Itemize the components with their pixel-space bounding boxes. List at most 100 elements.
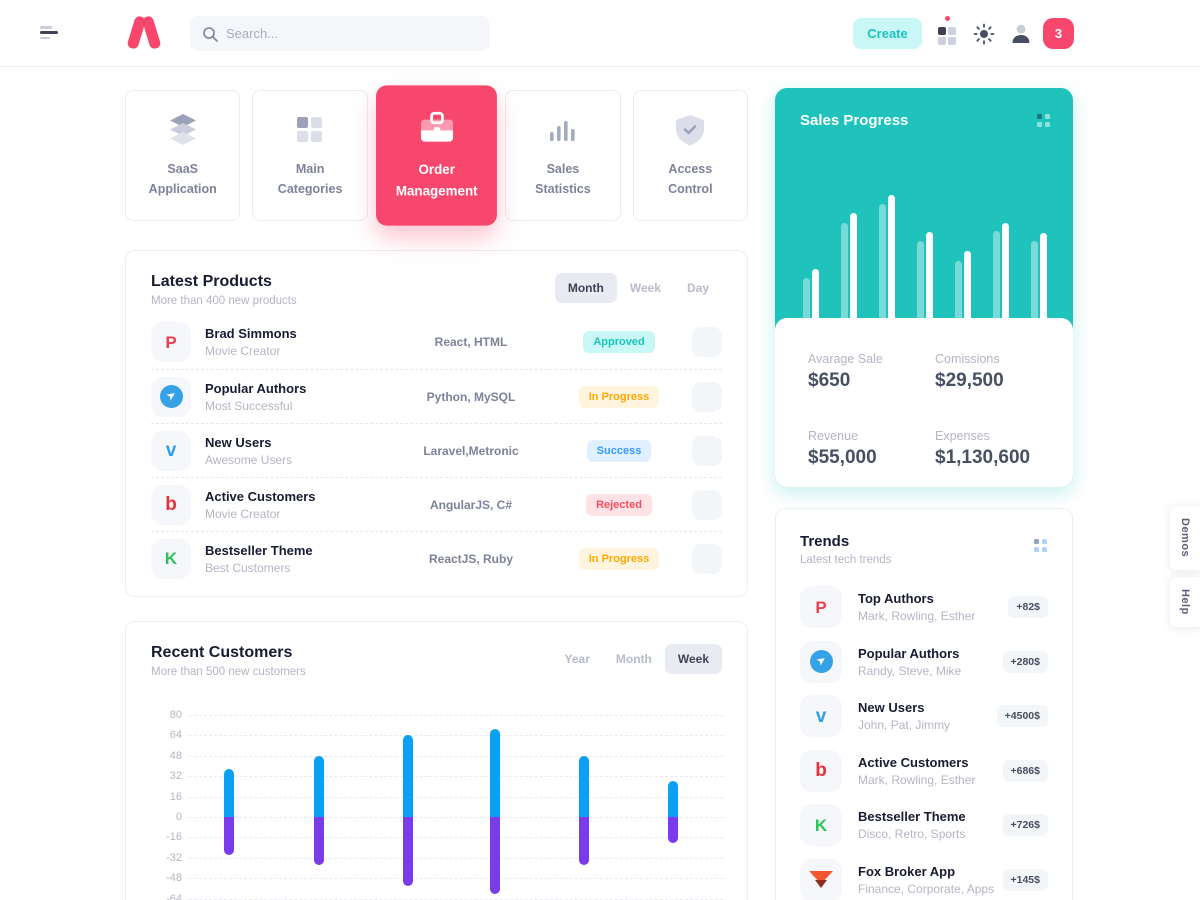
sales-progress-chart — [803, 190, 1047, 318]
card-saas-application[interactable]: SaaS Application — [125, 90, 241, 221]
y-axis-tick: -32 — [166, 851, 182, 864]
search-bar — [190, 16, 490, 51]
row-arrow-button[interactable] — [692, 435, 722, 466]
y-axis-tick: 64 — [169, 729, 182, 742]
trend-amount-badge: +280$ — [1002, 650, 1048, 673]
product-row: K Bestseller Theme Best Customers ReactJ… — [151, 531, 722, 585]
recent-customers-chart: 80 64 48 32 16 0 -16 -32 -48 -64 — [126, 622, 747, 900]
latest-products-card: Latest Products More than 400 new produc… — [125, 250, 748, 597]
dots-menu-icon[interactable] — [1034, 539, 1048, 553]
tab-year[interactable]: Year — [564, 652, 590, 666]
status-badge: In Progress — [578, 547, 660, 570]
sales-progress-card: Sales Progress Avarage Sale $650 Comissi… — [775, 88, 1073, 487]
product-row: v New Users Awesome Users Laravel,Metron… — [151, 423, 722, 477]
kickstarter-icon: K — [164, 549, 178, 568]
grid-square — [938, 27, 946, 35]
fox-icon — [809, 870, 833, 889]
row-arrow-button[interactable] — [692, 543, 722, 574]
row-arrow-button[interactable] — [692, 489, 722, 520]
create-button[interactable]: Create — [853, 18, 922, 49]
brand-tile: P — [800, 586, 842, 629]
brand-tile: K — [151, 538, 191, 579]
trend-item: K Bestseller Theme Disco, Retro, Sports … — [800, 798, 1048, 853]
trend-item: P Top Authors Mark, Rowling, Esther +82$ — [800, 580, 1048, 635]
y-axis-tick: -16 — [166, 831, 182, 844]
telegram-icon: ➤ — [809, 650, 833, 674]
brand-tile: v — [800, 695, 842, 738]
card-main-categories[interactable]: Main Categories — [252, 90, 368, 221]
bar-negative — [579, 817, 589, 866]
product-title: Active Customers — [205, 488, 316, 504]
product-title: New Users — [205, 434, 272, 450]
tab-week[interactable]: Week — [664, 644, 722, 674]
sales-progress-stats: Avarage Sale $650 Comissions $29,500 Rev… — [775, 318, 1073, 487]
help-side-tab[interactable]: Help — [1170, 577, 1200, 627]
stat-average-sale: Avarage Sale $650 — [808, 352, 883, 391]
trend-title: Popular Authors — [858, 645, 960, 661]
demos-side-tab[interactable]: Demos — [1170, 506, 1200, 570]
stat-revenue: Revenue $55,000 — [808, 429, 877, 468]
gridline — [189, 837, 723, 839]
status-badge: In Progress — [578, 385, 660, 408]
product-subtitle: Awesome Users — [205, 452, 293, 467]
bar-negative — [314, 817, 324, 866]
gridline — [189, 715, 723, 716]
card-sales-statistics[interactable]: Sales Statistics — [505, 90, 621, 221]
tab-day[interactable]: Day — [686, 281, 709, 295]
y-axis-tick: 48 — [169, 749, 182, 762]
bar-light — [803, 278, 810, 318]
tab-month[interactable]: Month — [615, 652, 652, 666]
bar-negative — [403, 817, 413, 886]
tab-week[interactable]: Week — [629, 281, 661, 295]
gridline — [189, 796, 723, 798]
trend-subtitle: Finance, Corporate, Apps — [858, 881, 995, 896]
latest-products-subtitle: More than 400 new products — [151, 295, 297, 307]
bar-positive — [490, 729, 500, 817]
bar-white — [850, 213, 857, 318]
card-label: Order Management — [395, 162, 478, 199]
dots-menu-icon[interactable] — [1037, 114, 1051, 128]
trend-subtitle: Mark, Rowling, Esther — [858, 772, 976, 787]
bar-group — [1031, 233, 1047, 318]
product-tech: Laravel,Metronic — [423, 443, 519, 458]
stat-expenses: Expenses $1,130,600 — [935, 429, 1031, 468]
trend-title: Bestseller Theme — [858, 809, 966, 825]
latest-products-list: P Brad Simmons Movie Creator React, HTML… — [151, 315, 722, 585]
gridline — [189, 898, 723, 900]
y-axis-tick: -64 — [166, 892, 182, 900]
bar-light — [879, 204, 886, 318]
card-order-management[interactable]: Order Management — [375, 85, 498, 226]
card-access-control[interactable]: Access Control — [632, 90, 749, 221]
bar-positive — [314, 755, 324, 817]
latest-products-tabs: Month Week Day — [554, 273, 722, 303]
trend-amount-badge: +686$ — [1002, 759, 1048, 782]
app-logo[interactable] — [126, 15, 168, 51]
sidebar-toggle-icon[interactable] — [40, 26, 60, 40]
trend-title: Active Customers — [858, 754, 969, 770]
recent-customers-tabs: Year Month Week — [552, 644, 722, 674]
brand-tile: b — [800, 749, 842, 792]
bar-negative — [490, 817, 500, 894]
grid-square — [948, 27, 956, 35]
bar-positive — [224, 768, 234, 817]
apps-grid-icon[interactable] — [936, 16, 960, 46]
search-input[interactable] — [226, 26, 478, 41]
status-badge: Rejected — [586, 493, 652, 516]
plurk-icon: P — [165, 332, 177, 352]
trends-card: Trends Latest tech trends P Top Authors … — [775, 508, 1073, 900]
row-arrow-button[interactable] — [692, 327, 722, 357]
trend-amount-badge: +145$ — [1002, 868, 1048, 891]
gridline — [189, 776, 723, 778]
theme-sun-icon[interactable] — [972, 22, 996, 46]
gridline — [189, 735, 723, 737]
notification-count-badge[interactable]: 3 — [1043, 18, 1074, 49]
topbar: Create 3 — [0, 0, 1200, 67]
tab-month[interactable]: Month — [554, 273, 617, 303]
trend-subtitle: John, Pat, Jimmy — [858, 718, 951, 733]
bar-group — [841, 213, 857, 318]
product-row: P Brad Simmons Movie Creator React, HTML… — [151, 315, 722, 369]
y-axis-tick: 0 — [175, 811, 182, 823]
row-arrow-button[interactable] — [692, 381, 722, 412]
user-profile-icon[interactable] — [1009, 22, 1033, 46]
bar-positive — [579, 755, 589, 817]
